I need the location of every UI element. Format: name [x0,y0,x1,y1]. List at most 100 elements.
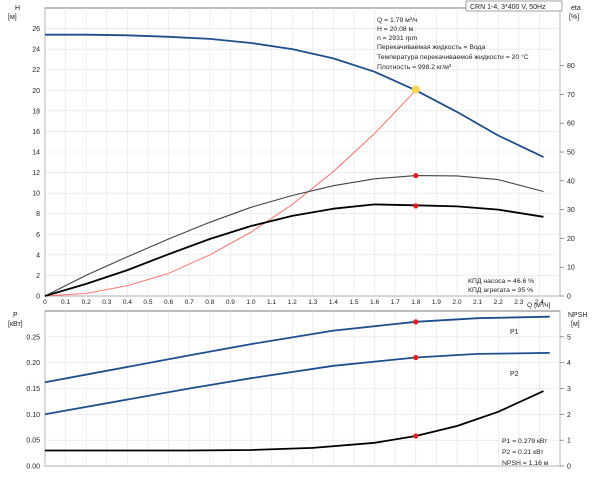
bottom-duty-point-0 [413,319,419,325]
top-x-tick-label: 1.9 [432,299,441,306]
bottom-right-tick-label: 1 [567,438,571,445]
top-duty-point-1 [413,173,419,179]
bottom-left-tick-label: 0.20 [26,360,40,367]
top-right-tick-label: 0 [567,294,571,301]
top-x-tick-label: 1.0 [246,299,255,306]
power-axis-unit: [кВт] [8,321,23,328]
top-left-tick-label: 2 [36,273,40,280]
info-line-temperature: Температура перекачиваемой жидкости = 20… [377,53,529,61]
npsh-axis-unit: [м] [571,321,580,328]
top-left-tick-label: 16 [32,129,40,136]
bottom-series-curve-0 [44,315,550,384]
bottom-series-curve-1 [44,352,550,416]
top-chart-grid [44,7,561,297]
bottom-duty-point-2 [413,433,419,439]
top-left-tick-label: 12 [32,170,40,177]
bottom-left-tick-label: 0.05 [26,438,40,445]
top-series-curve-1 [44,89,417,297]
top-left-tick-label: 26 [32,26,40,33]
top-x-tick-label: 1.1 [267,299,276,306]
top-right-tick-label: 20 [567,236,575,243]
top-left-tick-label: 6 [36,232,40,239]
top-x-tick-label: 0.2 [82,299,91,306]
bottom-right-tick-label: 3 [567,386,571,393]
top-duty-point-0 [411,85,420,94]
top-x-tick-label: 1.2 [288,299,297,306]
power-axis-label: P [13,312,18,319]
bottom-right-tick-label: 2 [567,412,571,419]
info-line-density: Плотность = 998.2 кг/м³ [377,64,452,71]
top-left-tick-label: 8 [36,211,40,218]
top-x-tick-label: 1.5 [349,299,358,306]
top-right-tick-label: 80 [567,63,575,70]
top-x-tick-label: 2.2 [494,299,503,306]
top-x-tick-label: 0.7 [185,299,194,306]
bottom-right-tick-label: 4 [567,360,571,367]
eta-axis-unit: [%] [569,14,579,21]
flow-axis-label: Q [м³/ч] [527,302,550,309]
top-left-tick-label: 4 [36,252,40,259]
info-line-flow: Q = 1.79 м³/ч [377,17,418,24]
top-x-tick-label: 0.6 [164,299,173,306]
top-right-tick-label: 60 [567,121,575,128]
bottom-chart-grid [44,310,561,467]
top-x-tick-label: 0.9 [226,299,235,306]
top-left-tick-label: 20 [32,88,40,95]
top-x-tick-label: 2.1 [473,299,482,306]
top-x-tick-label: 1.7 [391,299,400,306]
top-chart-ticks: 0246810121416182022242601020304050607080… [32,26,575,306]
top-x-tick-label: 0.5 [143,299,152,306]
top-x-tick-label: 0.3 [102,299,111,306]
top-x-tick-label: 1.8 [411,299,420,306]
top-x-tick-label: 0 [43,299,47,306]
eta-axis-label: eta [571,5,581,12]
top-series-curve-0 [45,33,544,158]
bottom-chart-curves [44,315,550,452]
top-chart-curves [44,33,544,297]
top-x-tick-label: 2.3 [514,299,523,306]
top-right-tick-label: 50 [567,150,575,157]
info-line-liquid: Перекачиваемая жидкость = Вода [377,44,486,51]
p1-value-line: P1 = 0.279 кВт [502,438,547,445]
top-x-tick-label: 1.3 [308,299,317,306]
top-right-tick-label: 70 [567,92,575,99]
bottom-right-tick-label: 5 [567,334,571,341]
p2-value-line: P2 = 0.21 кВт [502,449,544,456]
top-series-curve-3 [44,203,544,297]
unit-efficiency-line: КПД агрегата = 35 % [468,287,533,294]
top-x-tick-label: 1.4 [329,299,338,306]
top-left-tick-label: 0 [36,294,40,301]
top-x-tick-label: 0.1 [61,299,70,306]
head-axis-label: H [15,5,20,12]
top-x-tick-label: 0.8 [205,299,214,306]
top-right-tick-label: 30 [567,207,575,214]
top-left-tick-label: 10 [32,191,40,198]
bottom-right-tick-label: 0 [567,464,571,471]
top-right-tick-label: 10 [567,265,575,272]
top-duty-point-2 [413,203,419,209]
top-x-tick-label: 2.0 [452,299,461,306]
top-left-tick-label: 22 [32,67,40,74]
model-label-box [465,0,563,12]
top-left-tick-label: 24 [32,47,40,54]
top-x-tick-label: 1.6 [370,299,379,306]
bottom-left-tick-label: 0.25 [26,334,40,341]
bottom-series-curve-2 [45,390,544,452]
top-left-tick-label: 14 [32,150,40,157]
npsh-value-line: NPSH = 1.16 м [502,460,549,467]
series-label-p1: P1 [510,329,519,336]
pump-efficiency-line: КПД насоса = 46.6 % [468,278,534,285]
series-label-p2: P2 [510,371,519,378]
bottom-chart-ticks: 0.00 0.05 0.10 0.15 0.20 0.25 0 1 2 3 4 5 [26,334,571,470]
info-line-speed: n = 2931 rpm [377,35,418,42]
top-x-tick-label: 0.4 [123,299,132,306]
top-right-tick-label: 40 [567,178,575,185]
npsh-axis-label: NPSH [568,312,587,319]
top-x-tick-label: 2.4 [535,299,544,306]
bottom-left-tick-label: 0.15 [26,386,40,393]
top-left-tick-label: 18 [32,108,40,115]
bottom-left-tick-label: 0.10 [26,412,40,419]
top-series-curve-2 [44,175,544,297]
bottom-duty-point-1 [413,354,419,361]
